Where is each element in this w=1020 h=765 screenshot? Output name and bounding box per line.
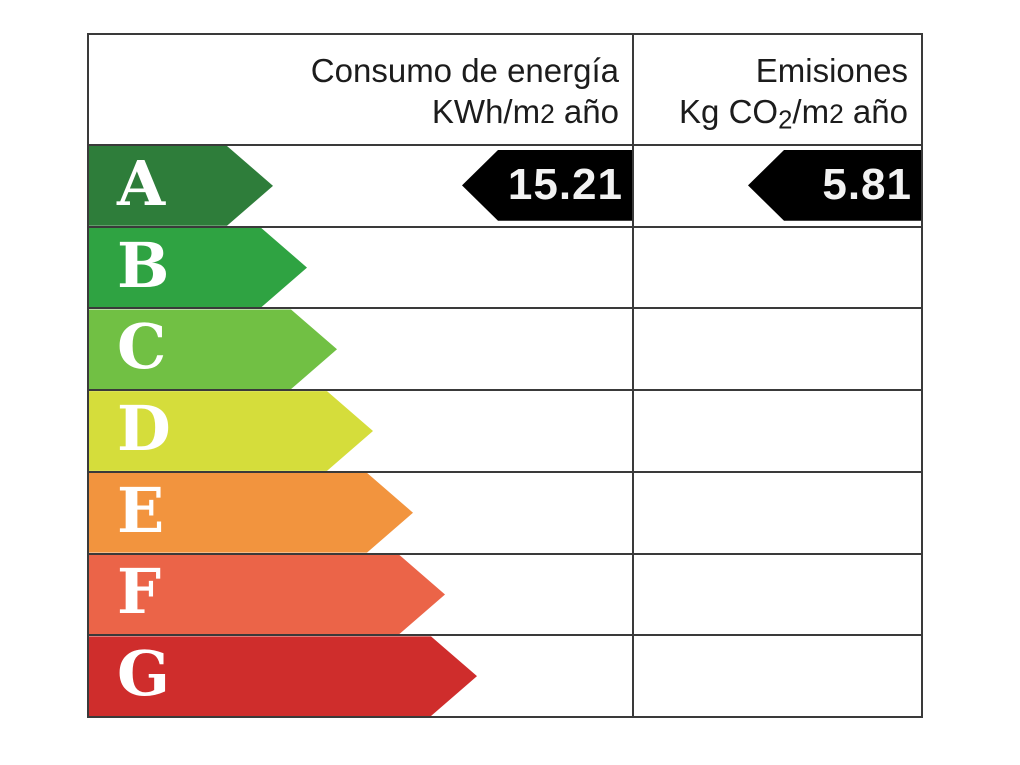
rating-letter-a: A bbox=[117, 146, 166, 220]
rating-row-b: B bbox=[89, 225, 921, 308]
consumo-value-badge: 15.21 bbox=[462, 150, 632, 221]
rating-row-f: F bbox=[89, 552, 921, 635]
rating-letter-f: F bbox=[117, 555, 162, 629]
rating-letter-c: C bbox=[117, 310, 167, 384]
emisiones-column-header: Emisiones Kg CO2/m2 año bbox=[632, 35, 921, 144]
co2-subscript-digit: 2 bbox=[778, 106, 793, 135]
rating-bar-b: B bbox=[89, 228, 307, 308]
emisiones-header-line1: Emisiones bbox=[755, 52, 908, 89]
rating-row-e: E bbox=[89, 470, 921, 553]
rating-table: Consumo de energía KWh/m2 año Emisiones … bbox=[87, 33, 923, 718]
rating-bar-a: A bbox=[89, 146, 273, 226]
rating-letter-d: D bbox=[117, 392, 171, 466]
rating-bar-e: E bbox=[89, 473, 413, 553]
consumo-header-line1: Consumo de energía bbox=[310, 52, 619, 89]
rating-row-g: G bbox=[89, 634, 921, 716]
rating-letter-e: E bbox=[117, 473, 165, 547]
consumo-header-line2: KWh/m2 año bbox=[431, 93, 619, 130]
emisiones-header-line2: Kg CO2/m2 año bbox=[679, 93, 908, 135]
consumo-column-header: Consumo de energía KWh/m2 año bbox=[89, 35, 632, 144]
consumo-value: 15.21 bbox=[507, 160, 623, 210]
squared-digit: 2 bbox=[829, 99, 844, 129]
emisiones-value: 5.81 bbox=[822, 160, 912, 210]
rating-letter-b: B bbox=[117, 228, 170, 302]
rating-bar-c: C bbox=[89, 309, 337, 389]
rating-rows: A 15.21 5.81 B C bbox=[89, 146, 921, 716]
column-divider-line bbox=[632, 35, 634, 716]
rating-row-d: D bbox=[89, 389, 921, 471]
rating-row-c: C bbox=[89, 307, 921, 389]
emisiones-value-badge: 5.81 bbox=[748, 150, 921, 221]
squared-digit: 2 bbox=[540, 99, 555, 129]
rating-bar-d: D bbox=[89, 391, 373, 471]
rating-bar-f: F bbox=[89, 555, 445, 635]
rating-row-a: A 15.21 5.81 bbox=[89, 146, 921, 226]
rating-bar-g: G bbox=[89, 636, 477, 716]
rating-letter-g: G bbox=[117, 637, 170, 711]
table-header: Consumo de energía KWh/m2 año Emisiones … bbox=[89, 35, 921, 146]
